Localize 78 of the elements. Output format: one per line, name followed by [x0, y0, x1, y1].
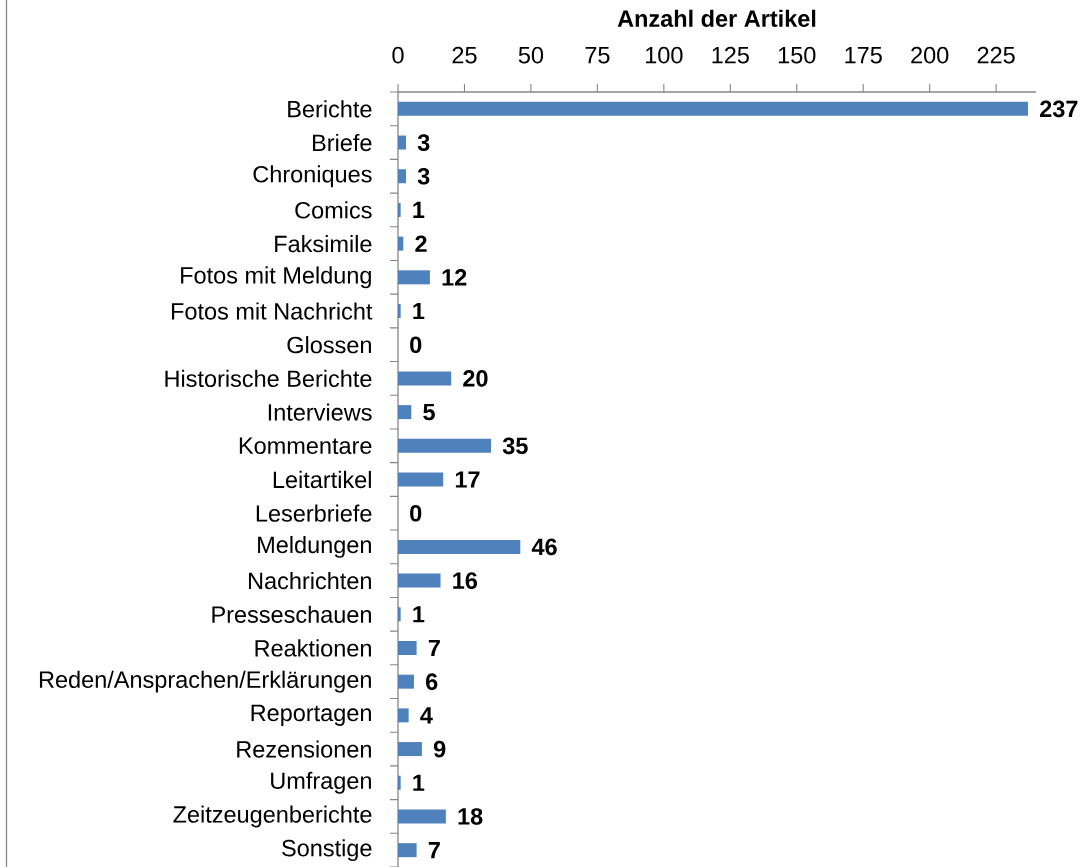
data-label: 1: [413, 606, 425, 623]
bar: [398, 135, 406, 150]
bar: [398, 270, 430, 285]
bar: [398, 169, 406, 184]
data-label: 0: [410, 336, 422, 354]
data-label: 1: [413, 201, 425, 219]
x-tick-label: 225: [977, 46, 1015, 64]
y-tick-label: Meldungen: [258, 535, 371, 558]
bar: [398, 809, 446, 824]
y-tick-label: Zeitzeugenberichte: [173, 805, 372, 828]
x-tick-label: 100: [646, 46, 683, 64]
y-tick-label: Fotos mit Nachricht: [171, 302, 373, 320]
y-tick-label: Interviews: [268, 403, 372, 421]
x-tick-label: 50: [518, 46, 544, 64]
x-tick-label: 200: [911, 46, 949, 64]
data-label: 7: [428, 639, 440, 657]
data-label: 7: [428, 842, 440, 859]
data-label: 18: [458, 808, 483, 825]
y-tick-label: Reden/Ansprachen/Erklärungen: [39, 670, 371, 693]
bar: [398, 708, 409, 723]
bar: [398, 607, 401, 622]
y-tick-label: Faksimile: [275, 234, 372, 253]
y-tick-label: Rezensionen: [237, 740, 371, 758]
x-tick-label: 150: [778, 46, 816, 64]
y-tick-label: Nachrichten: [249, 571, 371, 590]
y-tick-label: Reportagen: [251, 704, 371, 726]
data-label: 1: [413, 302, 425, 320]
bar: [398, 371, 452, 386]
data-label: 1: [413, 774, 425, 791]
bar: [398, 674, 414, 689]
y-tick-label: Berichte: [288, 100, 372, 118]
bar: [398, 405, 412, 420]
bar: [398, 304, 401, 319]
data-label: 6: [426, 673, 438, 690]
bar: [398, 202, 401, 217]
y-tick-label: Historische Berichte: [165, 369, 372, 388]
data-label: 12: [442, 269, 467, 286]
y-tick-label: Leitartikel: [273, 470, 371, 489]
data-label: 0: [410, 504, 422, 522]
data-label: 5: [423, 403, 435, 421]
data-label: 16: [453, 572, 478, 589]
y-tick-label: Presseschauen: [212, 605, 371, 623]
x-tick-label: 0: [392, 46, 404, 64]
y-tick-label: Fotos mit Meldung: [181, 266, 371, 289]
x-tick-label: 175: [845, 47, 882, 64]
bar: [398, 775, 401, 790]
x-tick-label: 125: [712, 46, 749, 64]
data-label: 2: [415, 235, 427, 252]
data-label: 17: [455, 471, 480, 488]
data-label: 20: [463, 370, 488, 387]
data-label: 9: [433, 740, 446, 758]
y-tick-label: Kommentare: [239, 437, 372, 454]
bar: [398, 438, 492, 453]
bar: [398, 640, 417, 655]
y-tick-label: Comics: [295, 201, 372, 219]
bar: [398, 843, 417, 858]
data-label: 3: [417, 134, 430, 151]
data-label: 4: [420, 707, 433, 724]
x-tick-label: 25: [452, 46, 477, 64]
y-tick-label: Briefe: [313, 133, 372, 152]
x-tick-label: 75: [585, 47, 610, 64]
y-tick-label: Umfragen: [271, 771, 371, 794]
x-axis-title: Anzahl der Artikel: [617, 9, 816, 27]
y-tick-label: Sonstige: [282, 839, 372, 862]
y-tick-label: Leserbriefe: [256, 504, 372, 522]
data-label: 237: [1040, 100, 1078, 118]
bar: [398, 742, 422, 757]
y-tick-label: Chroniques: [253, 165, 372, 188]
y-tick-label: Reaktionen: [255, 639, 371, 657]
bar: [398, 472, 444, 487]
bar: [398, 539, 521, 554]
data-label: 3: [417, 167, 430, 185]
bar: [398, 236, 404, 251]
bar: [398, 573, 441, 588]
y-tick-label: Glossen: [287, 336, 371, 354]
data-label: 35: [502, 437, 528, 455]
bar: [398, 101, 1029, 116]
data-label: 46: [531, 538, 557, 556]
